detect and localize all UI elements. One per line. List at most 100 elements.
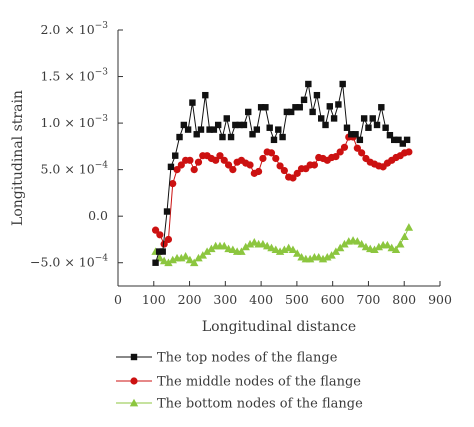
data-point-bottom-nodes	[237, 247, 246, 255]
x-tick-label: 0	[114, 292, 122, 307]
data-point-top-nodes	[275, 126, 282, 133]
data-point-middle-nodes	[169, 180, 177, 188]
data-point-top-nodes	[193, 131, 200, 138]
data-point-middle-nodes	[177, 161, 185, 169]
y-tick-base: × 10	[60, 162, 94, 177]
data-point-bottom-nodes	[271, 245, 280, 254]
data-point-top-nodes	[253, 126, 261, 133]
data-point-bottom-nodes	[267, 243, 276, 252]
data-point-middle-nodes	[186, 156, 194, 164]
series-bottom-nodes	[151, 223, 414, 267]
data-point-bottom-nodes	[288, 245, 298, 254]
data-point-middle-nodes	[336, 148, 344, 156]
y-tick-mantissa: 1.5	[41, 69, 61, 84]
data-point-bottom-nodes	[400, 232, 409, 241]
legend-item-middle-nodes: The middle nodes of the flange	[116, 375, 361, 390]
series-middle-nodes	[151, 133, 413, 248]
data-point-top-nodes	[202, 91, 209, 99]
data-point-middle-nodes	[220, 156, 228, 164]
series-line-top-nodes	[155, 83, 408, 263]
data-point-top-nodes	[322, 121, 329, 129]
data-point-middle-nodes	[272, 154, 280, 163]
x-ticks: 0 100 200 300 400 500 600 700 800 900	[114, 281, 452, 307]
y-tick-label: 2.0 × 10−3	[41, 21, 109, 37]
y-tick-base: × 10	[60, 255, 94, 270]
y-axis-title: Longitudinal strain	[10, 90, 26, 226]
data-point-top-nodes	[305, 80, 312, 88]
axes	[117, 30, 440, 287]
data-point-middle-nodes	[151, 226, 160, 234]
x-tick-label: 900	[428, 292, 452, 307]
data-point-bottom-nodes	[327, 251, 336, 259]
series-line-middle-nodes	[155, 136, 409, 245]
data-point-middle-nodes	[194, 158, 203, 166]
x-tick-label: 600	[321, 292, 345, 307]
data-point-top-nodes	[309, 108, 316, 116]
data-point-top-nodes	[369, 115, 376, 122]
y-tick-mantissa: 0.0	[88, 208, 108, 223]
legend-label: The bottom nodes of the flange	[157, 397, 363, 412]
y-tick-base: × 10	[60, 22, 94, 37]
data-point-bottom-nodes	[198, 251, 207, 259]
data-point-top-nodes	[227, 133, 235, 141]
data-point-middle-nodes	[293, 169, 301, 177]
y-tick-exponent: −3	[95, 21, 109, 31]
data-point-middle-nodes	[405, 148, 413, 156]
data-point-top-nodes	[210, 126, 218, 133]
data-point-top-nodes	[167, 163, 175, 171]
data-point-top-nodes	[270, 136, 278, 144]
data-point-middle-nodes	[229, 166, 237, 174]
x-tick-label: 500	[285, 292, 309, 307]
data-point-bottom-nodes	[331, 247, 341, 255]
data-point-middle-nodes	[224, 161, 233, 169]
data-point-top-nodes	[189, 99, 196, 106]
legend-label: The middle nodes of the flange	[157, 375, 361, 390]
y-tick-label: 1.0 × 10−3	[41, 114, 109, 130]
data-point-bottom-nodes	[258, 239, 268, 248]
legend-item-bottom-nodes: The bottom nodes of the flange	[116, 397, 363, 412]
data-point-top-nodes	[373, 121, 381, 129]
data-point-top-nodes	[403, 136, 411, 144]
data-point-bottom-nodes	[335, 243, 345, 252]
y-tick-exponent: −4	[95, 161, 109, 171]
data-point-top-nodes	[348, 131, 355, 138]
data-point-bottom-nodes	[293, 249, 302, 257]
data-point-top-nodes	[300, 96, 308, 104]
data-point-bottom-nodes	[202, 247, 212, 255]
data-point-middle-nodes	[255, 167, 263, 176]
y-ticks: 2.0 × 10−31.5 × 10−31.0 × 10−35.0 × 10−4…	[30, 21, 123, 270]
data-point-middle-nodes	[156, 231, 164, 239]
data-point-middle-nodes	[310, 161, 319, 169]
data-point-top-nodes	[326, 103, 334, 110]
data-point-middle-nodes	[353, 144, 361, 152]
legend-marker	[129, 398, 139, 407]
x-tick-label: 700	[357, 292, 381, 307]
data-point-top-nodes	[318, 115, 325, 122]
data-point-top-nodes	[382, 124, 389, 131]
data-point-top-nodes	[163, 208, 171, 215]
data-point-bottom-nodes	[396, 239, 405, 248]
data-point-top-nodes	[206, 126, 213, 133]
data-point-top-nodes	[279, 133, 286, 141]
data-point-top-nodes	[249, 131, 256, 138]
data-point-middle-nodes	[259, 154, 267, 163]
data-point-middle-nodes	[190, 166, 198, 174]
legend-marker	[130, 353, 138, 361]
data-point-top-nodes	[386, 131, 394, 139]
data-point-top-nodes	[219, 133, 226, 141]
data-point-bottom-nodes	[181, 252, 190, 260]
data-point-top-nodes	[184, 126, 192, 133]
data-point-top-nodes	[257, 104, 265, 111]
data-point-bottom-nodes	[340, 239, 349, 248]
y-tick-label: −5.0 × 10−4	[30, 254, 108, 270]
data-point-bottom-nodes	[383, 240, 392, 249]
data-point-top-nodes	[360, 115, 368, 122]
data-point-top-nodes	[240, 121, 248, 129]
data-point-bottom-nodes	[404, 223, 414, 231]
data-point-top-nodes	[232, 121, 239, 129]
x-tick-label: 300	[213, 292, 237, 307]
data-point-middle-nodes	[164, 235, 173, 244]
data-point-top-nodes	[262, 104, 269, 111]
legend-marker	[130, 377, 138, 385]
